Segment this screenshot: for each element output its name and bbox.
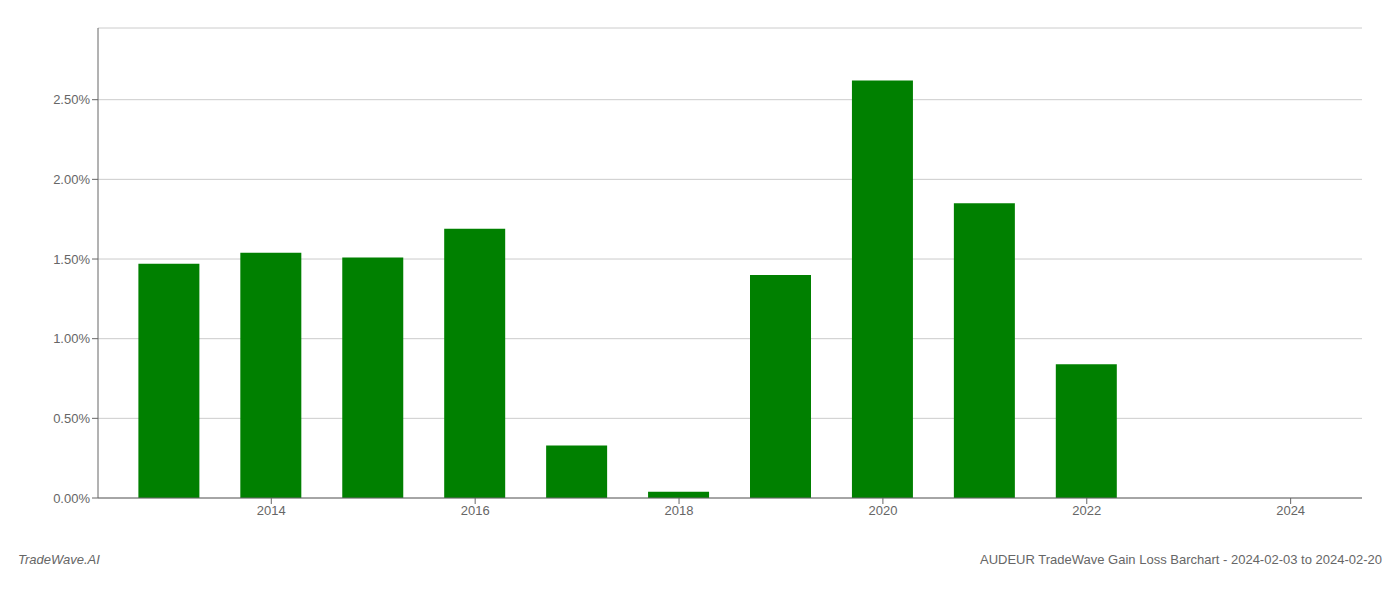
html-text:TradeWave.AI: TradeWave.AI bbox=[18, 552, 100, 567]
svg-text:2014: 2014 bbox=[257, 503, 286, 518]
svg-text:0.00%: 0.00% bbox=[53, 491, 90, 506]
svg-text:2024: 2024 bbox=[1276, 503, 1305, 518]
svg-text:2.50%: 2.50% bbox=[53, 92, 90, 107]
svg-text:2020: 2020 bbox=[868, 503, 897, 518]
svg-text:1.50%: 1.50% bbox=[53, 252, 90, 267]
svg-text:0.50%: 0.50% bbox=[53, 411, 90, 426]
svg-text:1.00%: 1.00% bbox=[53, 331, 90, 346]
svg-text:2016: 2016 bbox=[461, 503, 490, 518]
svg-text:2018: 2018 bbox=[665, 503, 694, 518]
html-text:AUDEUR TradeWave Gain Loss Bar: AUDEUR TradeWave Gain Loss Barchart - 20… bbox=[980, 552, 1382, 567]
svg-text:2.00%: 2.00% bbox=[53, 172, 90, 187]
svg-text:2022: 2022 bbox=[1072, 503, 1101, 518]
